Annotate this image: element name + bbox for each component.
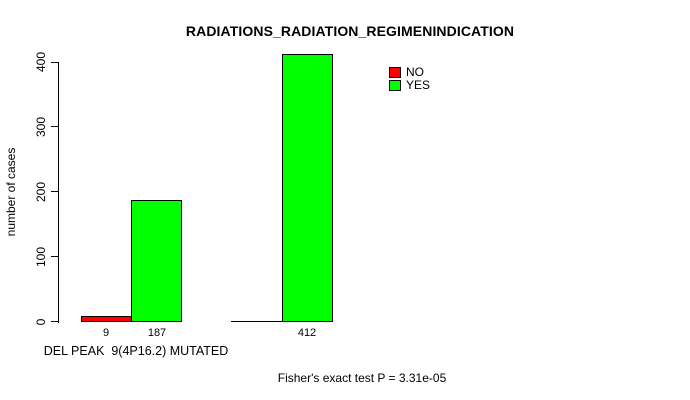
y-tick-label-200: 200 xyxy=(34,181,48,203)
bar-yes-group1 xyxy=(131,200,182,322)
x-category-label: DEL PEAK 9(4P16.2) MUTATED xyxy=(43,344,229,358)
legend-entry-yes: YES xyxy=(389,79,430,92)
y-tick-label-400: 400 xyxy=(34,51,48,73)
y-tick-0 xyxy=(51,321,59,322)
y-tick-100 xyxy=(51,256,59,257)
bar-value-yes-group2: 412 xyxy=(297,327,317,339)
y-axis-line xyxy=(58,62,59,323)
legend-entry-no: NO xyxy=(389,66,430,79)
fisher-test-annotation: Fisher's exact test P = 3.31e-05 xyxy=(277,371,447,385)
legend: NO YES xyxy=(389,66,430,92)
chart-title: RADIATIONS_RADIATION_REGIMENINDICATION xyxy=(185,23,515,39)
y-tick-300 xyxy=(51,126,59,127)
y-axis-title: number of cases xyxy=(4,147,18,237)
y-tick-400 xyxy=(51,62,59,63)
y-tick-label-300: 300 xyxy=(34,116,48,138)
legend-label-yes: YES xyxy=(406,78,431,92)
bar-no-group1 xyxy=(81,316,132,322)
bar-value-yes-group1: 187 xyxy=(147,327,167,339)
bar-yes-group2 xyxy=(282,54,333,322)
y-tick-label-100: 100 xyxy=(34,246,48,268)
bar-no-group2-zero-baseline xyxy=(231,321,283,322)
legend-label-no: NO xyxy=(406,65,424,79)
y-tick-200 xyxy=(51,191,59,192)
y-tick-label-0: 0 xyxy=(34,318,48,326)
bar-value-no-group1: 9 xyxy=(102,327,110,339)
legend-swatch-yes xyxy=(389,80,401,91)
legend-swatch-no xyxy=(389,67,401,78)
